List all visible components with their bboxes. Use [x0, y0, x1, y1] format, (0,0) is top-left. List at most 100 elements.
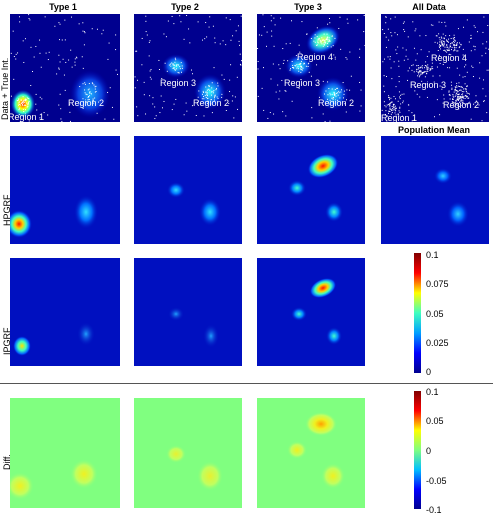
data-point	[470, 34, 472, 36]
data-point	[317, 38, 319, 40]
data-point	[29, 19, 31, 21]
data-point	[417, 68, 419, 70]
data-point	[442, 42, 444, 44]
data-point	[449, 35, 451, 37]
data-point	[206, 92, 208, 94]
data-point	[486, 41, 488, 43]
data-point	[291, 100, 293, 102]
data-point	[459, 96, 461, 98]
data-point	[482, 43, 484, 45]
data-point	[22, 96, 24, 98]
data-point	[221, 96, 223, 98]
data-point	[446, 47, 448, 49]
data-point	[232, 95, 234, 97]
data-point	[278, 98, 280, 100]
data-point	[483, 100, 485, 102]
data-point	[393, 107, 395, 109]
data-point	[457, 90, 459, 92]
data-point	[418, 71, 420, 73]
data-point	[427, 71, 429, 73]
data-point	[263, 109, 265, 111]
data-point	[459, 86, 461, 88]
data-point	[134, 87, 136, 89]
data-point	[338, 27, 340, 29]
data-point	[397, 46, 399, 48]
data-point	[300, 71, 302, 73]
data-point	[158, 69, 160, 71]
data-point	[24, 99, 26, 101]
data-point	[417, 65, 419, 67]
data-point	[465, 88, 467, 90]
data-point	[398, 115, 400, 117]
data-point	[469, 101, 471, 103]
data-point	[149, 40, 151, 42]
data-point	[306, 33, 308, 35]
data-point	[390, 32, 392, 34]
data-point	[457, 98, 459, 100]
data-point	[448, 91, 450, 93]
data-point	[439, 75, 441, 77]
data-point	[40, 66, 42, 68]
data-point	[466, 85, 468, 87]
data-point	[385, 106, 387, 108]
data-point	[457, 50, 459, 52]
data-point	[467, 92, 469, 94]
data-point	[385, 113, 387, 115]
data-point	[343, 90, 345, 92]
data-point	[217, 82, 219, 84]
data-point	[179, 15, 181, 17]
data-point	[321, 43, 323, 45]
data-point	[452, 98, 454, 100]
data-point	[454, 102, 456, 104]
data-point	[419, 35, 421, 37]
data-point	[327, 39, 329, 41]
data-point	[470, 118, 472, 120]
data-point	[439, 62, 441, 64]
data-point	[210, 99, 212, 101]
data-point	[458, 98, 460, 100]
data-point	[86, 94, 88, 96]
data-point	[388, 104, 390, 106]
data-point	[205, 97, 207, 99]
data-point	[470, 37, 472, 39]
data-point	[411, 120, 413, 122]
data-point	[24, 101, 26, 103]
data-point	[316, 44, 318, 46]
data-point	[430, 69, 432, 71]
data-point	[390, 102, 392, 104]
data-point	[186, 110, 188, 112]
data-point	[403, 29, 405, 31]
data-point	[455, 100, 457, 102]
data-point	[336, 87, 338, 89]
data-point	[33, 56, 35, 58]
data-point	[447, 49, 449, 51]
data-point	[346, 99, 348, 101]
data-point	[76, 57, 78, 59]
data-point	[15, 53, 17, 55]
data-point	[270, 15, 272, 17]
data-point	[338, 90, 340, 92]
data-point	[459, 89, 461, 91]
data-point	[181, 67, 183, 69]
data-point	[64, 39, 66, 41]
data-point	[58, 67, 60, 69]
data-point	[450, 43, 452, 45]
data-point	[455, 90, 457, 92]
data-point	[439, 46, 441, 48]
data-point	[88, 98, 90, 100]
data-point	[211, 91, 213, 93]
data-point	[292, 67, 294, 69]
data-point	[282, 111, 284, 113]
data-point	[257, 95, 259, 97]
data-point	[467, 102, 469, 104]
data-point	[448, 53, 450, 55]
data-point	[202, 91, 204, 93]
data-point	[405, 55, 407, 57]
data-point	[433, 81, 435, 83]
data-point	[339, 97, 341, 99]
data-point	[485, 95, 487, 97]
data-point	[327, 81, 329, 83]
data-point	[239, 63, 241, 65]
data-point	[393, 109, 395, 111]
data-point	[205, 22, 207, 24]
